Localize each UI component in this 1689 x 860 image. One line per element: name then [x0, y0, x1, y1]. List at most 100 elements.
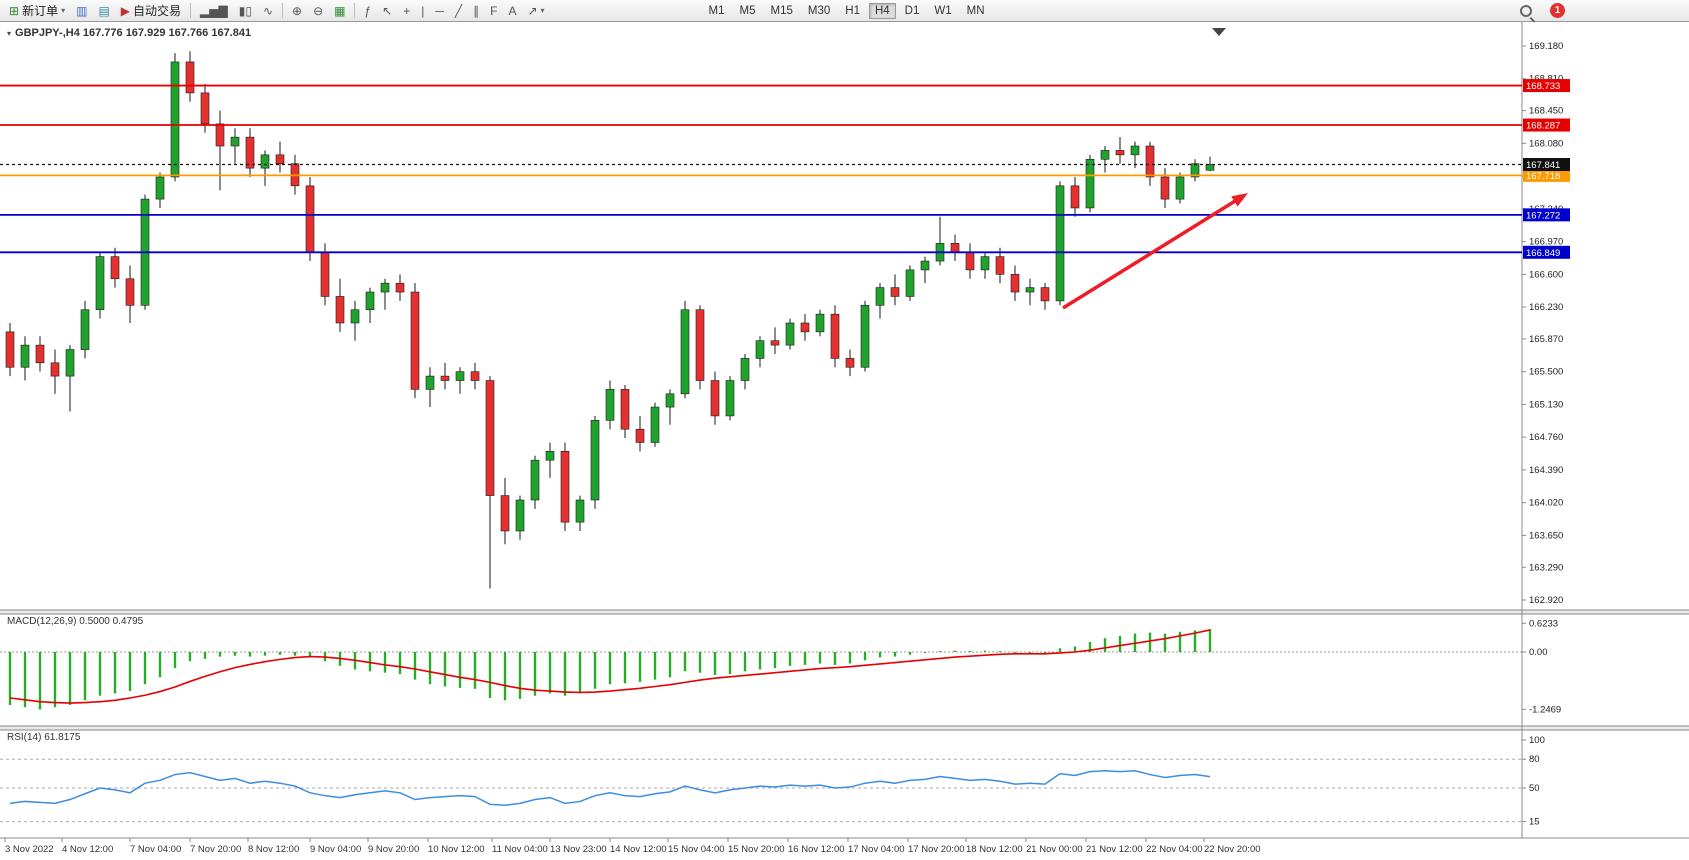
bull-candle — [515, 499, 525, 532]
bull-candle — [545, 451, 555, 461]
svg-text:22 Nov 04:00: 22 Nov 04:00 — [1146, 844, 1203, 855]
candlestick-button[interactable]: ▮▯ — [234, 2, 257, 20]
tile-windows-button[interactable]: ▦ — [329, 2, 350, 20]
bear-candle — [335, 296, 345, 324]
bull-candle — [905, 269, 915, 297]
bear-candle — [245, 136, 255, 169]
bear-candle — [560, 451, 570, 523]
cursor-button[interactable]: ↖ — [377, 2, 397, 20]
zoom-out-button[interactable]: ⊖ — [308, 2, 328, 20]
fibonacci-icon: F — [490, 3, 498, 18]
bull-candle — [260, 154, 270, 169]
bull-candle — [650, 406, 660, 443]
charts-button[interactable]: ▥ — [71, 2, 92, 20]
timeframe-m1[interactable]: M1 — [703, 3, 731, 19]
svg-text:10 Nov 12:00: 10 Nov 12:00 — [428, 844, 485, 855]
bull-candle — [95, 256, 105, 311]
svg-text:50: 50 — [1529, 783, 1540, 794]
bull-candle — [785, 322, 795, 346]
bear-candle — [845, 358, 855, 368]
search-icon[interactable] — [1520, 5, 1532, 17]
svg-text:11 Nov 04:00: 11 Nov 04:00 — [492, 844, 548, 855]
bar-chart-button[interactable]: ▂▅▇ — [195, 2, 233, 20]
macd-panel: 0.6233 0.00 -1.2469 — [0, 618, 1561, 715]
toolbar-separator — [190, 3, 192, 18]
timeframe-m5[interactable]: M5 — [734, 3, 762, 19]
bear-candle — [500, 495, 510, 532]
svg-text:168.287: 168.287 — [1526, 121, 1560, 132]
bear-candle — [890, 287, 900, 297]
svg-text:163.650: 163.650 — [1529, 530, 1563, 541]
bull-candle — [815, 313, 825, 333]
indicators-button[interactable]: ƒ — [359, 2, 376, 20]
arrows-tool-button[interactable]: ↗ ▾ — [522, 2, 549, 20]
symbol-ohlc-title: GBPJPY-,H4 167.776 167.929 167.766 167.8… — [15, 27, 252, 39]
bear-candle — [305, 185, 315, 253]
bear-candle — [200, 92, 210, 125]
bear-candle — [1160, 176, 1170, 200]
timeframe-h4[interactable]: H4 — [868, 2, 896, 19]
crosshair-button[interactable]: + — [398, 2, 415, 20]
svg-text:15 Nov 20:00: 15 Nov 20:00 — [728, 844, 785, 855]
symbol-dropdown-icon[interactable]: ▾ — [7, 28, 12, 38]
indicators-icon: ƒ — [364, 3, 372, 18]
autotrading-button[interactable]: ▶ 自动交易 — [116, 2, 186, 20]
svg-text:165.500: 165.500 — [1529, 367, 1563, 378]
bull-candle — [170, 61, 180, 178]
rsi-panel: 100 80 50 15 — [0, 735, 1545, 828]
bull-candle — [740, 358, 750, 381]
svg-text:166.970: 166.970 — [1529, 237, 1563, 248]
svg-text:100: 100 — [1529, 735, 1545, 746]
channel-button[interactable]: ∥ — [468, 2, 484, 20]
timeframe-w1[interactable]: W1 — [928, 3, 957, 19]
price-level-badge — [1523, 157, 1570, 171]
new-order-label: 新订单 — [22, 4, 59, 18]
new-order-button[interactable]: ⊞ 新订单 ▾ — [4, 2, 70, 20]
bull-candle — [1205, 164, 1215, 171]
timeframe-m30[interactable]: M30 — [802, 3, 836, 19]
timeframe-mn[interactable]: MN — [961, 3, 991, 19]
svg-text:162.920: 162.920 — [1529, 595, 1563, 606]
svg-text:17 Nov 20:00: 17 Nov 20:00 — [908, 844, 965, 855]
timeframe-m15[interactable]: M15 — [765, 3, 799, 19]
price-level-badge — [1523, 118, 1570, 132]
price-chart-canvas[interactable]: 169.180168.810168.450168.080167.710167.3… — [0, 22, 1689, 860]
bear-candle — [620, 389, 630, 430]
zoom-in-button[interactable]: ⊕ — [287, 2, 307, 20]
bear-candle — [710, 380, 720, 417]
bull-candle — [1025, 287, 1035, 293]
scroll-marker[interactable] — [1212, 28, 1226, 36]
rsi-label: RSI(14) 61.8175 — [7, 732, 81, 743]
bear-candle — [635, 428, 645, 443]
svg-text:4 Nov 12:00: 4 Nov 12:00 — [62, 844, 113, 855]
profiles-button[interactable]: ▤ — [93, 2, 114, 20]
svg-text:167.718: 167.718 — [1526, 171, 1560, 182]
price-levels[interactable]: 168.733 168.287 167.718 167.272 166.849 167.8… — [0, 79, 1570, 259]
text-tool-icon: A — [508, 3, 517, 18]
timeframe-h1[interactable]: H1 — [839, 3, 866, 19]
arrows-tool-icon: ↗ — [527, 3, 538, 18]
price-level-badge — [1523, 208, 1570, 222]
time-axis: 3 Nov 2022 4 Nov 12:00 7 Nov 04:00 7 Nov 20… — [4, 838, 1261, 855]
bull-candle — [20, 344, 30, 368]
svg-text:164.390: 164.390 — [1529, 465, 1563, 476]
bear-candle — [800, 322, 810, 333]
timeframe-d1[interactable]: D1 — [899, 3, 926, 19]
bull-candle — [1055, 185, 1065, 302]
vertical-line-icon: | — [421, 3, 425, 18]
horizontal-line-button[interactable]: ─ — [430, 2, 449, 20]
macd-label: MACD(12,26,9) 0.5000 0.4795 — [7, 616, 144, 627]
notification-badge[interactable]: 1 — [1550, 3, 1565, 18]
trend-arrow-annotation[interactable] — [1062, 193, 1248, 310]
text-tool-button[interactable]: A — [503, 2, 521, 20]
svg-text:18 Nov 12:00: 18 Nov 12:00 — [966, 844, 1023, 855]
fibonacci-button[interactable]: F — [485, 2, 502, 20]
line-chart-button[interactable]: ∿ — [258, 2, 278, 20]
bear-candle — [5, 331, 15, 368]
candles — [5, 51, 1215, 589]
trendline-button[interactable]: ╱ — [450, 2, 467, 20]
svg-text:15 Nov 04:00: 15 Nov 04:00 — [668, 844, 725, 855]
bar-chart-icon: ▂▅▇ — [200, 3, 228, 18]
vertical-line-button[interactable]: | — [416, 2, 429, 20]
bear-candle — [1010, 274, 1020, 293]
